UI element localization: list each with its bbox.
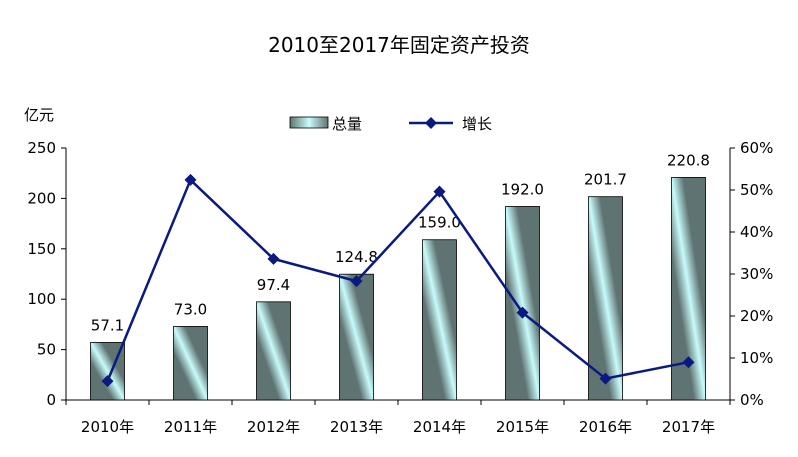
growth-point	[516, 306, 529, 319]
bars	[90, 177, 706, 401]
axes: 0 50 100 150 200 250 0% 10% 20% 30% 40% 50% 60%	[27, 139, 773, 409]
growth-point	[101, 375, 114, 388]
right-axis-tick-label: 50%	[740, 181, 773, 199]
x-axis-category-label: 2011年	[164, 418, 217, 436]
legend: 总量 增长	[289, 115, 492, 133]
growth-point	[433, 185, 446, 198]
x-axis-category-label: 2015年	[496, 418, 549, 436]
bar	[422, 239, 457, 401]
left-axis-unit: 亿元	[24, 106, 54, 124]
x-axis-category-label: 2013年	[330, 418, 383, 436]
bar-data-label: 220.8	[667, 151, 710, 169]
right-axis-tick-label: 10%	[740, 349, 773, 367]
bar-data-label: 97.4	[257, 276, 290, 294]
bar-data-label: 201.7	[584, 171, 627, 189]
left-axis-tick-label: 100	[27, 290, 56, 308]
legend-swatch-total	[289, 116, 329, 129]
left-axis-tick-label: 50	[37, 341, 56, 359]
legend-marker-growth	[425, 117, 437, 129]
x-axis-labels: 2010年 2011年 2012年 2013年 2014年 2015年 2016年 2017年	[81, 418, 715, 436]
left-axis-tick-label: 250	[27, 139, 56, 157]
growth-line	[101, 173, 695, 388]
right-axis-tick-label: 0%	[740, 391, 764, 409]
legend-label-total: 总量	[332, 115, 362, 133]
growth-point	[350, 275, 363, 288]
bar	[256, 301, 291, 401]
right-axis-tick-label: 60%	[740, 139, 773, 157]
bar-labels: 57.1 73.0 97.4 124.8 159.0 192.0 201.7 220.8	[91, 151, 710, 334]
legend-label-growth: 增长	[462, 115, 492, 133]
bar	[339, 273, 374, 401]
x-axis-category-label: 2014年	[413, 418, 466, 436]
right-axis-tick-label: 30%	[740, 265, 773, 283]
growth-point	[184, 173, 197, 186]
growth-point	[599, 372, 612, 385]
bar-data-label: 57.1	[91, 316, 124, 334]
bar	[173, 326, 208, 401]
left-axis-tick-label: 200	[27, 189, 56, 207]
bar-data-label: 73.0	[174, 300, 207, 318]
x-axis-category-label: 2016年	[579, 418, 632, 436]
x-axis-category-label: 2010年	[81, 418, 134, 436]
bar-data-label: 192.0	[501, 180, 544, 198]
left-axis-tick-label: 150	[27, 240, 56, 258]
right-axis-tick-label: 40%	[740, 223, 773, 241]
right-axis-tick-label: 20%	[740, 307, 773, 325]
bar-data-label: 124.8	[335, 248, 378, 266]
growth-point	[682, 356, 695, 369]
bar	[505, 206, 540, 401]
bar-data-label: 159.0	[418, 214, 461, 232]
bar	[588, 196, 623, 401]
x-axis-category-label: 2012年	[247, 418, 300, 436]
growth-point	[267, 252, 280, 265]
left-axis-tick-label: 0	[46, 391, 56, 409]
x-axis-category-label: 2017年	[662, 418, 715, 436]
growth-series-line	[106, 178, 689, 382]
chart-title: 2010至2017年固定资产投资	[268, 33, 530, 57]
